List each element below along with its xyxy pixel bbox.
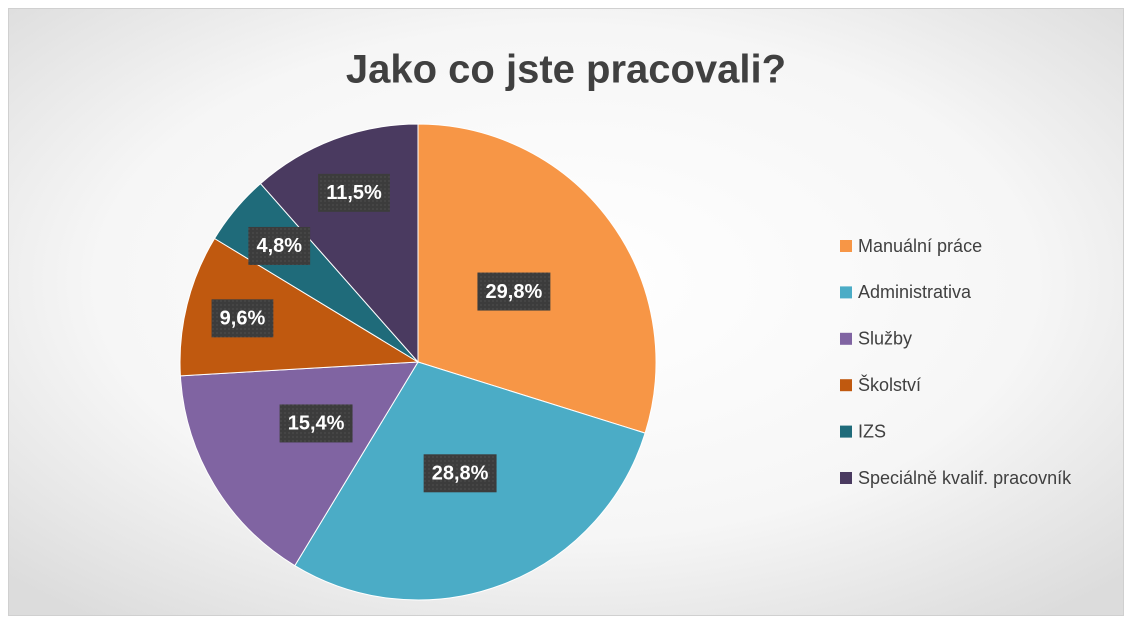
data-label-box — [318, 173, 390, 212]
data-label: 9,6% — [220, 308, 266, 330]
legend-label: Speciálně kvalif. pracovník — [858, 468, 1072, 488]
legend-swatch — [840, 472, 852, 484]
data-label: 28,8% — [432, 463, 489, 485]
legend-label: IZS — [858, 421, 886, 441]
legend-label: Služby — [858, 329, 912, 349]
legend-swatch — [840, 425, 852, 438]
pie-slice — [179, 237, 420, 377]
data-label: 15,4% — [288, 413, 345, 435]
legend-swatch — [840, 332, 852, 345]
legend-label: Školství — [858, 374, 921, 395]
legend-label: Manuální práce — [858, 236, 982, 256]
data-label-box — [423, 454, 497, 493]
data-label-box — [248, 226, 311, 265]
legend-swatch — [840, 379, 852, 392]
data-label: 4,8% — [256, 235, 302, 257]
data-label-box — [211, 299, 274, 338]
legend-label: Administrativa — [858, 282, 972, 302]
legend-swatch — [840, 286, 852, 299]
data-label-box — [477, 272, 551, 311]
chart-title: Jako co jste pracovali? — [346, 48, 786, 92]
data-label-box — [279, 404, 353, 443]
pie-slice — [179, 361, 419, 567]
data-label: 11,5% — [326, 182, 382, 204]
data-label: 29,8% — [486, 281, 543, 303]
legend-swatch — [840, 240, 852, 252]
